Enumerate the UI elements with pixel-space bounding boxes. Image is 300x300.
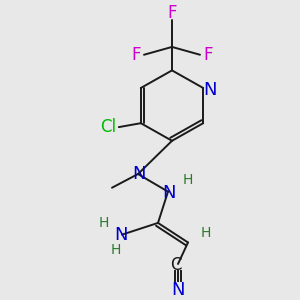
Text: N: N <box>203 81 217 99</box>
Text: H: H <box>99 216 109 230</box>
Text: N: N <box>132 165 146 183</box>
Text: C: C <box>170 256 182 274</box>
Text: F: F <box>203 46 213 64</box>
Text: N: N <box>171 281 185 299</box>
Text: H: H <box>111 243 121 257</box>
Text: F: F <box>131 46 141 64</box>
Text: F: F <box>167 4 177 22</box>
Text: H: H <box>183 173 193 187</box>
Text: H: H <box>201 226 211 240</box>
Text: N: N <box>114 226 128 244</box>
Text: Cl: Cl <box>100 118 116 136</box>
Text: N: N <box>162 184 176 202</box>
